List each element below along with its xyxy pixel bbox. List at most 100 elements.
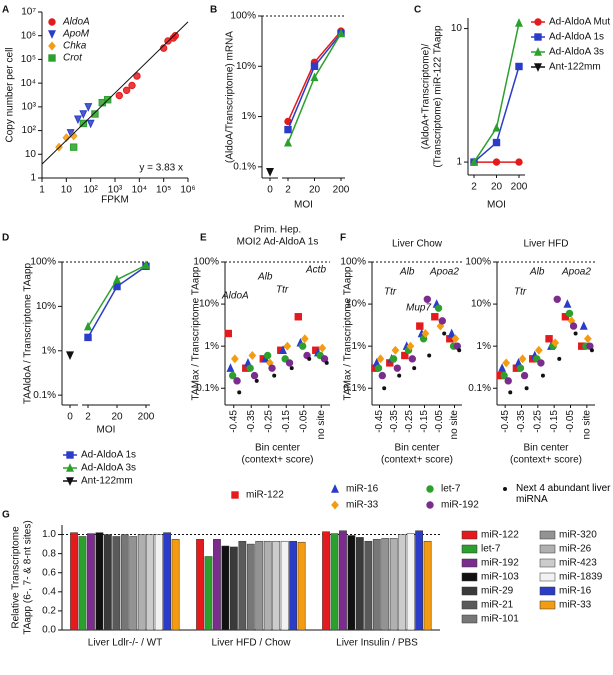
bar	[154, 534, 163, 631]
point	[113, 274, 121, 284]
x-tick-label: 10⁶	[180, 185, 195, 196]
xlabel: FPKM	[101, 195, 129, 206]
x-tick-label: -0.25	[532, 410, 543, 433]
y-axis-label: Copy number per cell	[5, 47, 16, 142]
y-tick-label: 0.2	[42, 606, 56, 617]
point	[586, 342, 594, 350]
point	[397, 373, 402, 378]
bar	[87, 533, 95, 631]
bar	[120, 534, 129, 631]
point	[442, 331, 447, 336]
legend-marker	[48, 41, 56, 51]
legend-swatch	[461, 572, 478, 582]
bar	[355, 537, 364, 631]
x-tick-label: -0.35	[516, 410, 527, 433]
bar	[272, 540, 281, 631]
legend-label: miR-423	[559, 558, 597, 569]
point	[266, 168, 274, 177]
legend-swatch	[539, 600, 556, 610]
x-tick-label: 200	[333, 185, 350, 196]
point	[307, 356, 312, 361]
y-tick-label: 100%	[340, 257, 366, 268]
legend-label: let-7	[481, 544, 501, 555]
bar	[129, 536, 138, 631]
point	[86, 119, 95, 129]
point	[228, 371, 237, 380]
y-axis-label: TAAldoA / Transcriptome TAapp	[23, 262, 34, 404]
point	[406, 341, 415, 351]
x-tick-label: -0.45	[228, 410, 239, 433]
legend-marker	[331, 484, 339, 493]
y-tick-label: 0.1%	[33, 390, 56, 401]
bar	[372, 539, 381, 631]
point	[583, 334, 592, 344]
legend-swatch	[461, 600, 478, 610]
y-tick-label: 0.4	[42, 586, 56, 597]
y-tick-label: 10%	[236, 61, 256, 72]
title: Liver Chow	[392, 239, 443, 250]
y-tick-label: 0.1%	[196, 383, 219, 394]
y-tick-label: 10⁴	[21, 78, 36, 89]
panel-letter: A	[2, 5, 9, 16]
legend-label: miR-26	[559, 544, 592, 555]
point	[320, 355, 329, 363]
bar	[263, 540, 272, 631]
x-tick-label: no site	[581, 410, 592, 440]
legend-swatch	[539, 586, 556, 596]
y-tick-label: 100%	[230, 11, 256, 22]
point	[84, 321, 92, 331]
bar	[146, 534, 155, 631]
point	[272, 373, 277, 378]
bar	[423, 540, 432, 631]
point	[537, 359, 545, 367]
x-tick-label: 10	[61, 185, 73, 196]
y-tick-label: 0.0	[42, 625, 56, 636]
legend-label: miR-122	[246, 490, 284, 501]
x-tick-label: -0.15	[281, 410, 292, 433]
xlabel: MOI	[487, 200, 506, 211]
y-tick-label: 10⁶	[21, 30, 36, 41]
x-tick-label: no site	[316, 410, 327, 440]
xlabel: (context+ score)	[381, 455, 453, 466]
legend-label: miR-192	[481, 558, 519, 569]
xlabel: Bin center	[394, 443, 440, 454]
point	[268, 364, 276, 372]
point	[254, 378, 259, 383]
point	[551, 338, 560, 348]
point	[376, 354, 385, 364]
legend-label: miR-33	[346, 500, 379, 511]
x-tick-label: 20	[309, 185, 321, 196]
point	[579, 321, 588, 330]
legend-label: miR-21	[481, 600, 514, 611]
point	[284, 137, 292, 147]
point	[91, 110, 99, 118]
legend-label: miR-16	[346, 484, 379, 495]
series-line	[473, 66, 520, 163]
point	[438, 317, 447, 325]
point	[66, 351, 74, 360]
fit-line	[41, 21, 189, 165]
bar	[255, 540, 264, 631]
annotation: y = 3.83 x	[139, 163, 183, 174]
legend-marker	[48, 18, 56, 26]
legend-label: Ad-AldoA Mut	[549, 17, 610, 28]
panel-letter: F	[340, 233, 346, 244]
point	[500, 371, 508, 380]
series-line	[87, 264, 147, 328]
point	[284, 125, 292, 134]
point	[318, 343, 327, 353]
panel-letter: D	[2, 233, 9, 244]
x-tick-label: -0.05	[434, 410, 445, 433]
y-tick-label: 0.1%	[343, 383, 366, 394]
point	[515, 158, 523, 166]
point	[230, 354, 239, 364]
x-tick-label: -0.35	[246, 410, 257, 433]
x-tick-label: -0.05	[298, 410, 309, 433]
annotation: AldoA	[221, 291, 249, 302]
x-tick-label: 10²	[83, 185, 98, 196]
y-axis-label: (AldoA/Transcriptome) mRNA	[225, 31, 236, 163]
point	[62, 133, 71, 143]
legend-label: miR-29	[481, 586, 514, 597]
x-tick-label: 10⁴	[132, 185, 147, 196]
panel-letter: B	[210, 5, 217, 16]
